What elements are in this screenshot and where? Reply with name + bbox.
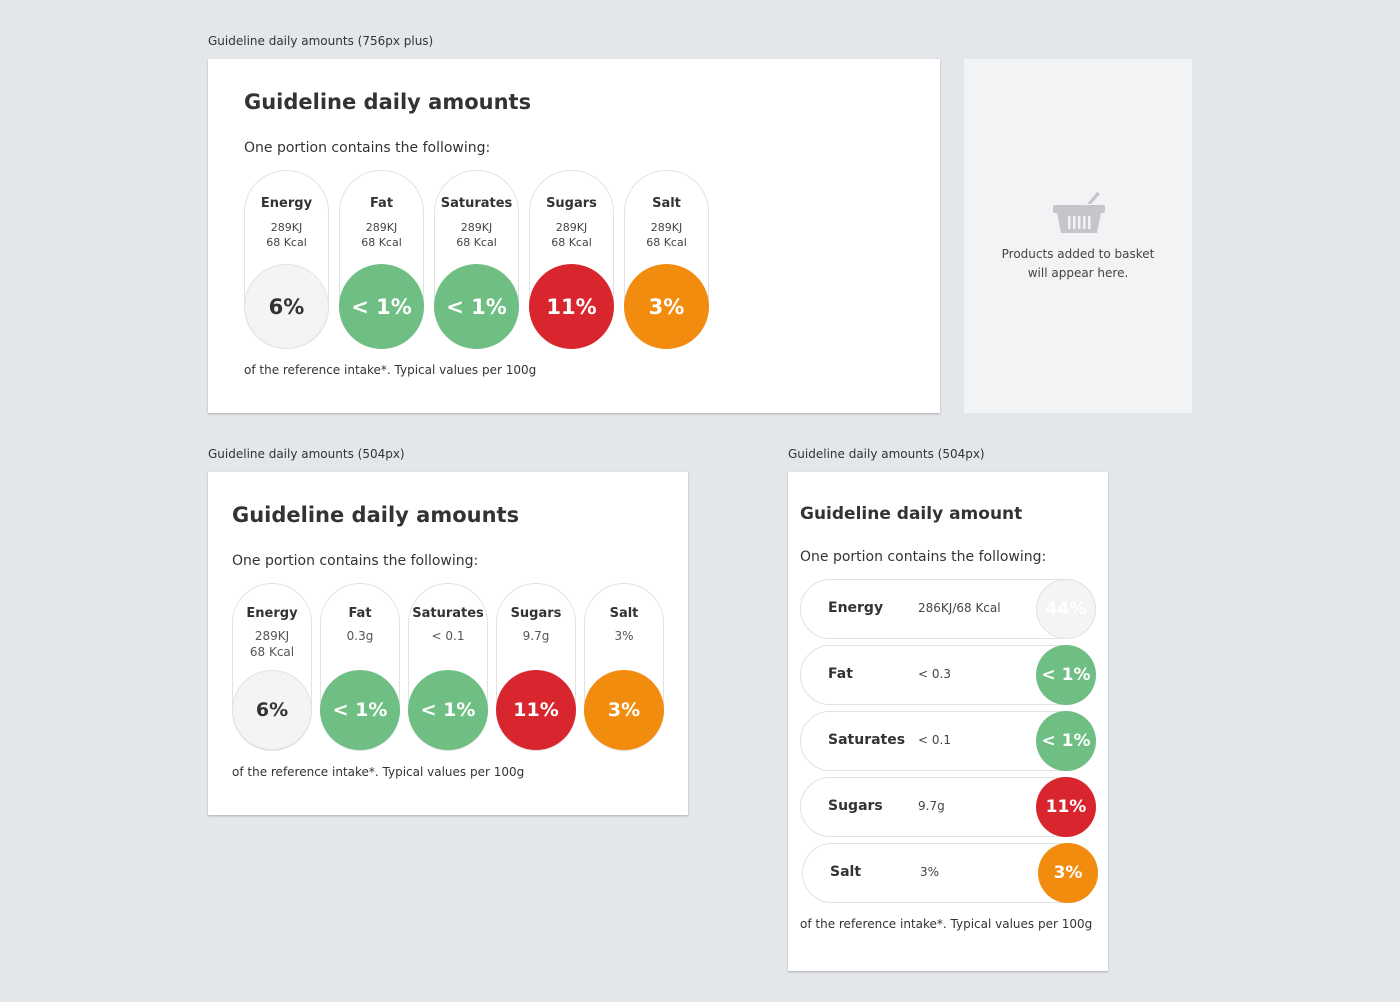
card-footnote: of the reference intake*. Typical values… (800, 917, 1093, 931)
nutrient-name: Energy (246, 606, 298, 621)
section-label-large: Guideline daily amounts (756px plus) (208, 34, 434, 48)
nutrient-pill-fat: Fat 0.3g < 1% (320, 583, 400, 751)
nutrient-name: Salt (609, 606, 639, 621)
nutrient-row-sugars: Sugars 9.7g 11% (800, 777, 1096, 837)
gda-card-large: Guideline daily amounts One portion cont… (208, 59, 940, 413)
percent-badge: 3% (624, 264, 709, 349)
nutrient-name: Sugars (510, 606, 562, 621)
nutrient-value: 9.7g (522, 629, 550, 643)
nutrient-value: < 0.1 (431, 629, 465, 643)
percent-badge: 44% (1036, 579, 1096, 639)
percent-badge: 11% (529, 264, 614, 349)
section-label-small: Guideline daily amounts (504px) (788, 447, 985, 461)
section-label-medium: Guideline daily amounts (504px) (208, 447, 405, 461)
card-subtitle: One portion contains the following: (800, 549, 1047, 565)
nutrient-value: 9.7g (918, 799, 945, 813)
percent-badge: < 1% (408, 670, 488, 750)
basket-panel: Products added to basket will appear here… (964, 59, 1192, 413)
gda-card-medium: Guideline daily amounts One portion cont… (208, 472, 688, 815)
nutrient-pill-sugars: Sugars 9.7g 11% (496, 583, 576, 751)
nutrient-value: 286KJ/68 Kcal (918, 601, 1001, 615)
nutrient-pill-saturates: Saturates < 0.1 < 1% (408, 583, 488, 751)
nutrient-name: Fat (348, 606, 372, 621)
nutrient-name: Saturates (828, 732, 906, 748)
basket-empty-message: Products added to basket will appear here… (1001, 247, 1155, 280)
nutrient-value: 289KJ 68 Kcal (266, 221, 307, 250)
nutrient-name: Saturates (440, 196, 513, 211)
nutrient-name: Saturates (412, 606, 484, 621)
nutrient-row-saturates: Saturates < 0.1 < 1% (800, 711, 1096, 771)
nutrient-name: Salt (652, 196, 681, 211)
percent-badge: < 1% (339, 264, 424, 349)
percent-badge: 3% (1038, 843, 1098, 903)
nutrient-name: Fat (828, 666, 853, 682)
percent-badge: < 1% (1036, 711, 1096, 771)
nutrient-value: 289KJ 68 Kcal (456, 221, 497, 250)
nutrient-pill-sugars: Sugars 289KJ 68 Kcal 11% (529, 170, 614, 349)
card-subtitle: One portion contains the following: (244, 140, 491, 156)
nutrient-value: 3% (920, 865, 940, 879)
nutrient-row-salt: Salt 3% 3% (802, 843, 1098, 903)
percent-badge: < 1% (1036, 645, 1096, 705)
basket-icon (1053, 192, 1105, 233)
nutrient-pill-fat: Fat 289KJ 68 Kcal < 1% (339, 170, 424, 349)
nutrient-name: Salt (830, 864, 862, 880)
card-footnote: of the reference intake*. Typical values… (232, 765, 525, 779)
nutrient-value: 289KJ 68 Kcal (361, 221, 402, 250)
percent-badge: 6% (244, 264, 329, 349)
gda-card-small: Guideline daily amount One portion conta… (788, 472, 1108, 971)
nutrient-pill-salt: Salt 3% 3% (584, 583, 664, 751)
card-title: Guideline daily amounts (232, 503, 520, 527)
card-title: Guideline daily amount (800, 504, 1023, 524)
percent-badge: 3% (584, 670, 664, 750)
percent-badge: < 1% (320, 670, 400, 750)
percent-badge: 11% (496, 670, 576, 750)
card-title: Guideline daily amounts (244, 90, 532, 114)
nutrient-name: Energy (260, 196, 313, 211)
nutrient-value: 0.3g (346, 629, 374, 643)
nutrient-value: 289KJ 68 Kcal (551, 221, 592, 250)
nutrient-value: < 0.3 (918, 667, 951, 681)
nutrient-name: Energy (828, 600, 884, 616)
nutrient-name: Sugars (546, 196, 597, 211)
nutrient-pill-energy: Energy 289KJ 68 Kcal 6% (232, 583, 312, 751)
nutrient-pill-energy: Energy 289KJ 68 Kcal 6% (244, 170, 329, 349)
percent-badge: 11% (1036, 777, 1096, 837)
nutrient-name: Fat (369, 196, 394, 211)
percent-badge: < 1% (434, 264, 519, 349)
nutrient-row-fat: Fat < 0.3 < 1% (800, 645, 1096, 705)
nutrient-value: 289KJ 68 Kcal (249, 629, 295, 660)
percent-badge: 6% (232, 670, 312, 750)
card-footnote: of the reference intake*. Typical values… (244, 363, 537, 377)
nutrient-pill-saturates: Saturates 289KJ 68 Kcal < 1% (434, 170, 519, 349)
nutrient-pill-salt: Salt 289KJ 68 Kcal 3% (624, 170, 709, 349)
card-subtitle: One portion contains the following: (232, 553, 479, 569)
nutrient-value: 3% (614, 629, 634, 643)
nutrient-value: < 0.1 (918, 733, 951, 747)
nutrient-row-energy: Energy 286KJ/68 Kcal 44% (800, 579, 1096, 639)
nutrient-name: Sugars (828, 798, 883, 814)
nutrient-value: 289KJ 68 Kcal (646, 221, 687, 250)
